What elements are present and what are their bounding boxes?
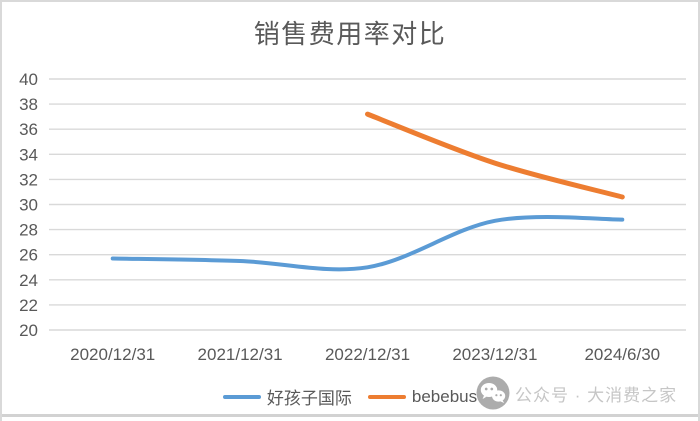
y-axis-tick-label: 28 [19,221,38,240]
chart-title: 销售费用率对比 [253,19,447,49]
legend-swatch-orange-icon [367,394,406,399]
legend-swatch-blue-icon [222,394,261,399]
legend-label-goodbaby: 好孩子国际 [266,389,352,408]
x-axis-label: 2022/12/31 [325,345,410,364]
x-axis-label: 2023/12/31 [452,345,537,364]
y-axis-tick-label: 24 [19,271,38,290]
x-axis-label: 2024/6/30 [584,345,660,364]
y-axis-tick-label: 34 [19,145,38,164]
watermark: 公众号 · 大消费之家 [476,376,677,410]
y-axis-tick-label: 22 [19,296,38,315]
y-axis-tick-label: 26 [19,246,38,265]
series-line-0 [110,215,625,272]
series-line-1 [365,111,625,200]
y-axis-tick-label: 38 [19,95,38,114]
y-axis-tick-label: 36 [19,120,38,139]
y-axis-tick-label: 20 [19,321,38,340]
chart-bottom-border [2,414,698,417]
chart-legend: 好孩子国际 bebebus [2,384,698,409]
x-axis-label: 2021/12/31 [198,345,283,364]
legend-item-bebebus: bebebus [367,386,478,407]
y-axis-tick-label: 32 [19,170,38,189]
legend-item-goodbaby: 好孩子国际 [222,384,352,409]
y-axis-tick-label: 30 [19,196,38,215]
x-axis-label: 2020/12/31 [70,345,155,364]
wechat-icon [476,376,510,410]
legend-label-bebebus: bebebus [411,386,478,406]
y-axis-tick-label: 40 [19,70,38,89]
watermark-text: 公众号 · 大消费之家 [515,385,678,405]
